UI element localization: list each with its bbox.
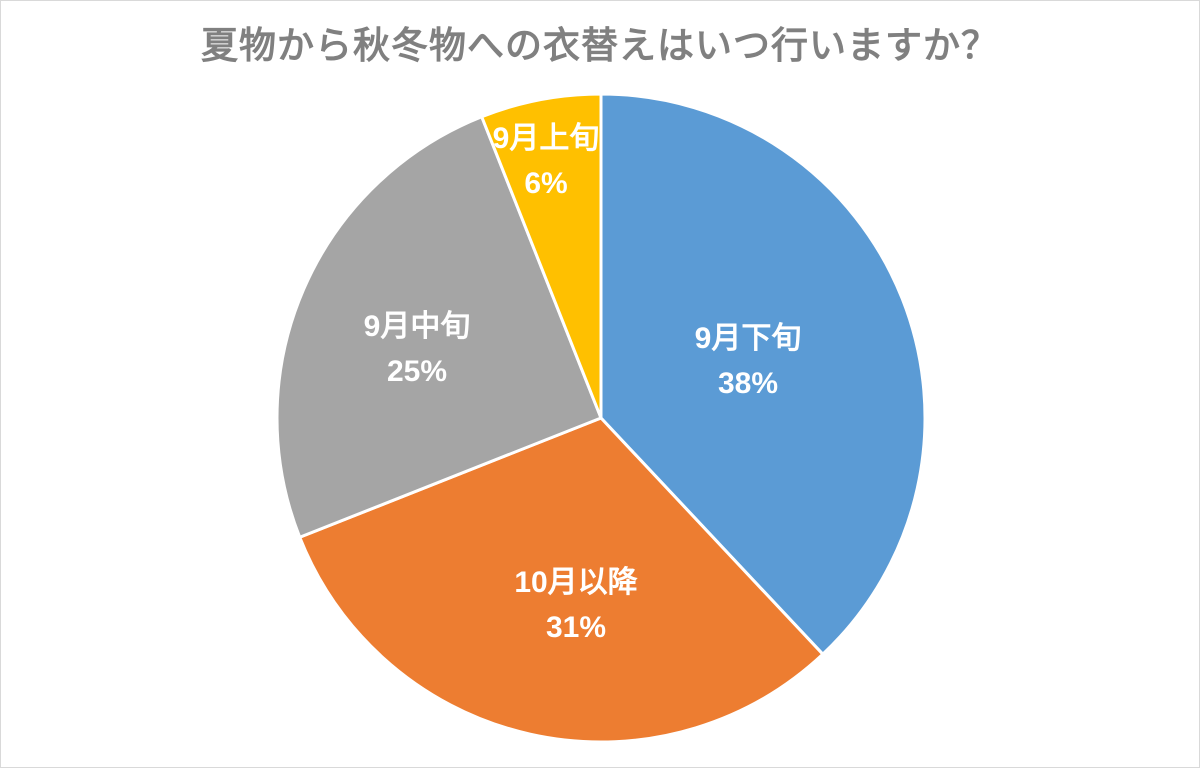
- slice-category-label-0: 9月下旬: [695, 322, 802, 355]
- slice-percent-label-1: 31%: [546, 611, 606, 644]
- pie-slice-1: [298, 416, 825, 744]
- pie-slice-3: [480, 92, 603, 420]
- slice-percent-label-0: 38%: [718, 367, 778, 400]
- slice-percent-label-3: 6%: [524, 167, 567, 200]
- slice-category-label-1: 10月以降: [514, 566, 638, 599]
- slice-category-label-2: 9月中旬: [364, 310, 471, 343]
- pie-slice-0: [599, 92, 927, 656]
- chart-title: 夏物から秋冬物への衣替えはいつ行いますか？: [201, 25, 999, 66]
- slice-percent-label-2: 25%: [387, 355, 447, 388]
- slice-category-label-3: 9月上旬: [493, 122, 600, 155]
- pie-slice-2: [275, 115, 603, 539]
